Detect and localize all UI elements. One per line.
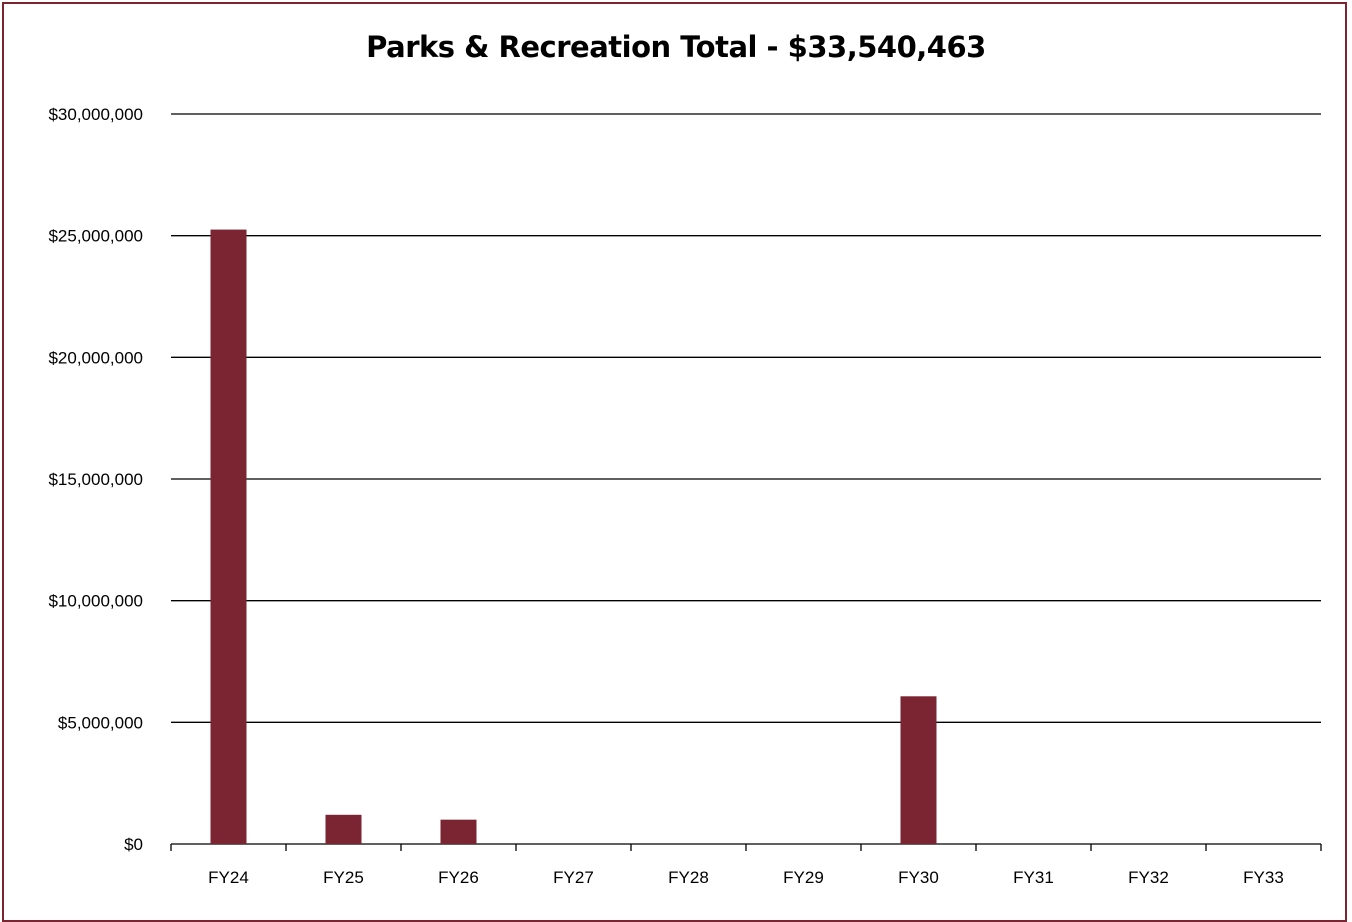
y-tick-label: $30,000,000	[48, 105, 143, 124]
bar-fy30	[900, 696, 937, 844]
y-tick-label: $0	[124, 835, 143, 854]
x-tick-label: FY32	[1128, 868, 1169, 887]
x-tick-label: FY31	[1013, 868, 1054, 887]
x-tick-label: FY28	[668, 868, 709, 887]
chart-title: Parks & Recreation Total - $33,540,463	[366, 30, 986, 64]
x-tick-label: FY24	[208, 868, 249, 887]
y-tick-label: $5,000,000	[58, 713, 143, 732]
x-tick-label: FY26	[438, 868, 479, 887]
y-tick-label: $10,000,000	[48, 592, 143, 611]
x-tick-label: FY33	[1243, 868, 1284, 887]
x-tick-label: FY25	[323, 868, 364, 887]
bar-fy26	[440, 819, 477, 844]
y-tick-label: $25,000,000	[48, 227, 143, 246]
bar-fy24	[210, 229, 247, 845]
y-tick-label: $20,000,000	[48, 348, 143, 367]
x-tick-label: FY27	[553, 868, 594, 887]
x-tick-label: FY30	[898, 868, 939, 887]
y-tick-label: $15,000,000	[48, 470, 143, 489]
x-tick-label: FY29	[783, 868, 824, 887]
bar-fy25	[325, 814, 362, 844]
